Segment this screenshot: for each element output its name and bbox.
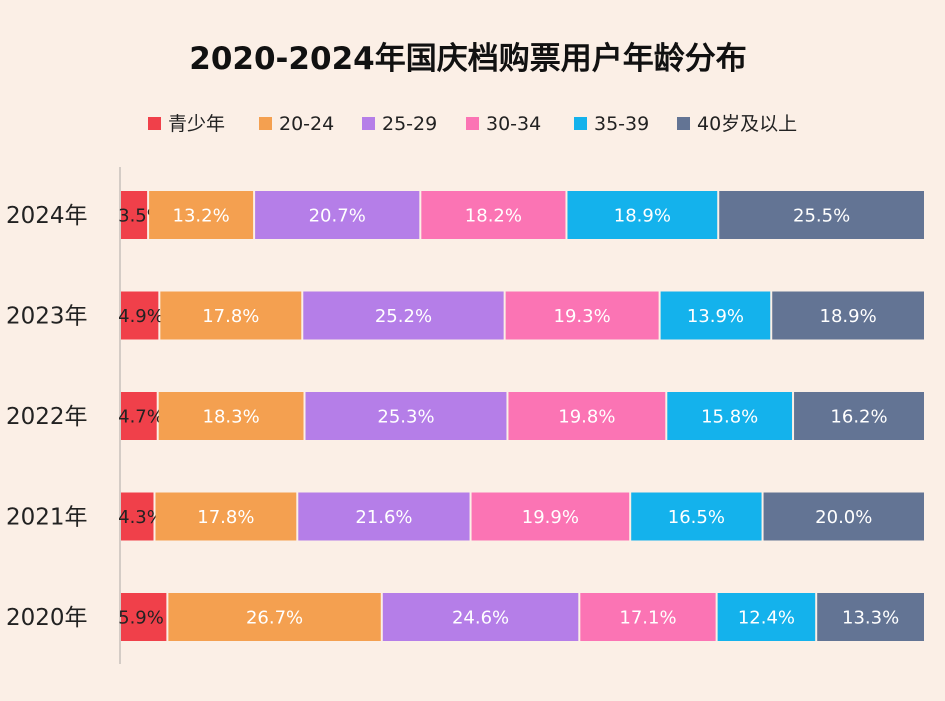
legend-label: 35-39 xyxy=(594,113,649,135)
legend-label: 20-24 xyxy=(279,113,334,135)
bar-data-label: 4.3% xyxy=(118,507,164,528)
bar-segment xyxy=(160,291,302,340)
bar-data-label: 17.8% xyxy=(202,306,259,327)
y-tick-label: 2020年 xyxy=(6,605,88,631)
bar-data-label: 25.3% xyxy=(377,407,434,428)
y-tick-label: 2024年 xyxy=(6,203,88,229)
legend-label: 30-34 xyxy=(486,113,541,135)
bar-data-label: 25.2% xyxy=(375,306,432,327)
bar-segment xyxy=(168,593,381,641)
bar-segment xyxy=(794,392,924,440)
legend-item: 青少年 xyxy=(148,113,225,135)
bar-segment xyxy=(817,593,924,641)
bar-data-label: 15.8% xyxy=(701,407,758,428)
bar-row: 4.3% 17.8% 21.6% 19.9% 16.5% 20.0% xyxy=(118,492,924,541)
chart-title: 2020-2024年国庆档购票用户年龄分布 xyxy=(189,41,746,77)
bar-segment xyxy=(155,492,297,541)
legend-swatch xyxy=(259,117,272,130)
bar-data-label: 18.2% xyxy=(465,206,522,227)
legend-swatch xyxy=(148,117,161,130)
bar-segment xyxy=(121,492,154,541)
legend-item: 35-39 xyxy=(574,113,649,135)
bar-row: 3.5% 13.2% 20.7% 18.2% 18.9% 25.5% xyxy=(118,191,924,239)
legend-swatch xyxy=(466,117,479,130)
bar-data-label: 24.6% xyxy=(452,608,509,629)
legend-swatch xyxy=(677,117,690,130)
legend-item: 20-24 xyxy=(259,113,334,135)
bar-data-label: 12.4% xyxy=(738,608,795,629)
bar-segment xyxy=(121,291,159,340)
bar-segment xyxy=(471,492,630,541)
bars: 3.5% 13.2% 20.7% 18.2% 18.9% 25.5%4.9% 17.8% 25… xyxy=(118,191,924,641)
y-tick-label: 2023年 xyxy=(6,304,88,330)
bar-segment xyxy=(567,191,718,239)
bar-data-label: 16.5% xyxy=(668,507,725,528)
bar-data-label: 20.7% xyxy=(309,206,366,227)
bar-segment xyxy=(763,492,924,541)
bar-row: 4.7% 18.3% 25.3% 19.8% 15.8% 16.2% xyxy=(118,392,924,440)
bar-data-label: 5.9% xyxy=(118,608,164,629)
bar-segment xyxy=(717,593,816,641)
bar-data-label: 25.5% xyxy=(793,206,850,227)
bar-segment xyxy=(303,291,504,340)
bar-segment xyxy=(505,291,659,340)
y-tick-label: 2022年 xyxy=(6,404,88,430)
bar-data-label: 13.9% xyxy=(687,306,744,327)
y-tick-label: 2021年 xyxy=(6,505,88,531)
legend-swatch xyxy=(574,117,587,130)
bar-data-label: 19.3% xyxy=(554,306,611,327)
bar-data-label: 13.3% xyxy=(842,608,899,629)
bar-data-label: 16.2% xyxy=(830,407,887,428)
bar-data-label: 19.8% xyxy=(558,407,615,428)
legend-label: 40岁及以上 xyxy=(697,113,797,135)
bar-segment xyxy=(719,191,924,239)
bar-data-label: 4.7% xyxy=(118,407,164,428)
bar-data-label: 21.6% xyxy=(355,507,412,528)
bar-row: 5.9% 26.7% 24.6% 17.1% 12.4% 13.3% xyxy=(118,593,924,641)
bar-segment xyxy=(149,191,254,239)
legend-swatch xyxy=(362,117,375,130)
legend-item: 40岁及以上 xyxy=(677,113,797,135)
bar-segment xyxy=(121,392,157,440)
bar-segment xyxy=(158,392,304,440)
bar-segment xyxy=(305,392,507,440)
bar-segment xyxy=(667,392,793,440)
legend: 青少年 20-24 25-29 30-34 35-39 40岁及以上 xyxy=(148,113,797,135)
bar-segment xyxy=(631,492,762,541)
bar-data-label: 17.8% xyxy=(197,507,254,528)
bar-segment xyxy=(772,291,924,340)
bar-segment xyxy=(421,191,566,239)
bar-segment xyxy=(580,593,716,641)
bar-segment xyxy=(298,492,470,541)
legend-item: 30-34 xyxy=(466,113,541,135)
bar-data-label: 17.1% xyxy=(619,608,676,629)
legend-item: 25-29 xyxy=(362,113,437,135)
legend-label: 25-29 xyxy=(382,113,437,135)
bar-segment xyxy=(508,392,666,440)
bar-data-label: 26.7% xyxy=(246,608,303,629)
legend-label: 青少年 xyxy=(168,113,225,135)
bar-data-label: 4.9% xyxy=(118,306,164,327)
bar-data-label: 13.2% xyxy=(173,206,230,227)
bar-segment xyxy=(382,593,579,641)
bar-data-label: 18.9% xyxy=(820,306,877,327)
bar-segment xyxy=(121,593,167,641)
bar-row: 4.9% 17.8% 25.2% 19.3% 13.9% 18.9% xyxy=(118,291,924,340)
bar-segment xyxy=(660,291,771,340)
bar-data-label: 19.9% xyxy=(522,507,579,528)
y-axis-tick-labels: 2024年 2023年 2022年 2021年 2020年 xyxy=(6,203,88,631)
bar-segment xyxy=(255,191,420,239)
bar-data-label: 20.0% xyxy=(815,507,872,528)
bar-data-label: 18.9% xyxy=(614,206,671,227)
bar-data-label: 18.3% xyxy=(203,407,260,428)
bar-segment xyxy=(121,191,148,239)
